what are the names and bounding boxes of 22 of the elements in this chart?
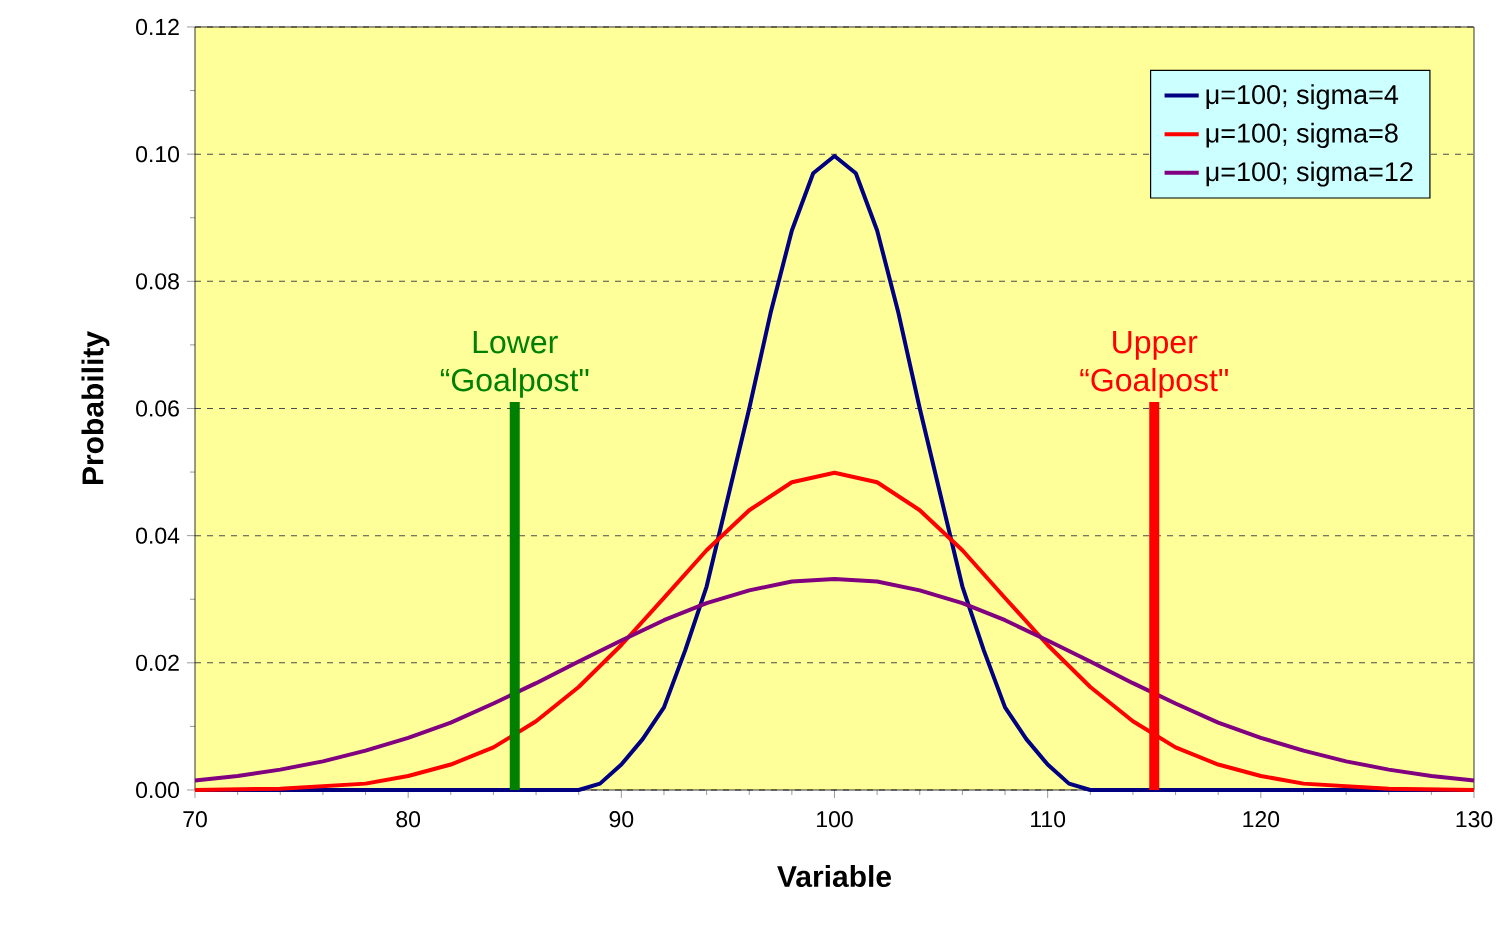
series-label: Upper “Goalpost": [1080, 331, 1228, 398]
y-tick-label: 0.08: [136, 273, 179, 290]
legend-label: μ=100; sigma=12: [1206, 161, 1413, 187]
y-tick-label: 0.04: [136, 527, 180, 544]
x-tick-label: 70: [183, 811, 207, 828]
x-tick-label: 90: [609, 811, 634, 828]
x-tick-label: 80: [396, 811, 421, 828]
y-tick-label: 0.10: [136, 146, 180, 163]
series-label: Lower “Goalpost": [440, 331, 589, 398]
x-tick-label: 110: [1031, 811, 1066, 828]
x-axis-title: Variable: [777, 865, 892, 888]
legend-label: μ=100; sigma=4: [1206, 84, 1399, 110]
y-tick-label: 0.06: [136, 400, 179, 417]
x-tick-label: 130: [1456, 811, 1493, 828]
legend-label: μ=100; sigma=8: [1206, 122, 1398, 149]
y-tick-label: 0.12: [136, 18, 179, 36]
y-tick-label: 0.00: [136, 781, 180, 799]
x-tick-label: 100: [817, 811, 853, 828]
y-axis-title: Probability: [81, 331, 110, 484]
x-tick-label: 120: [1243, 811, 1280, 828]
line-series: [193, 576, 1476, 783]
y-tick-label: 0.02: [136, 654, 179, 671]
